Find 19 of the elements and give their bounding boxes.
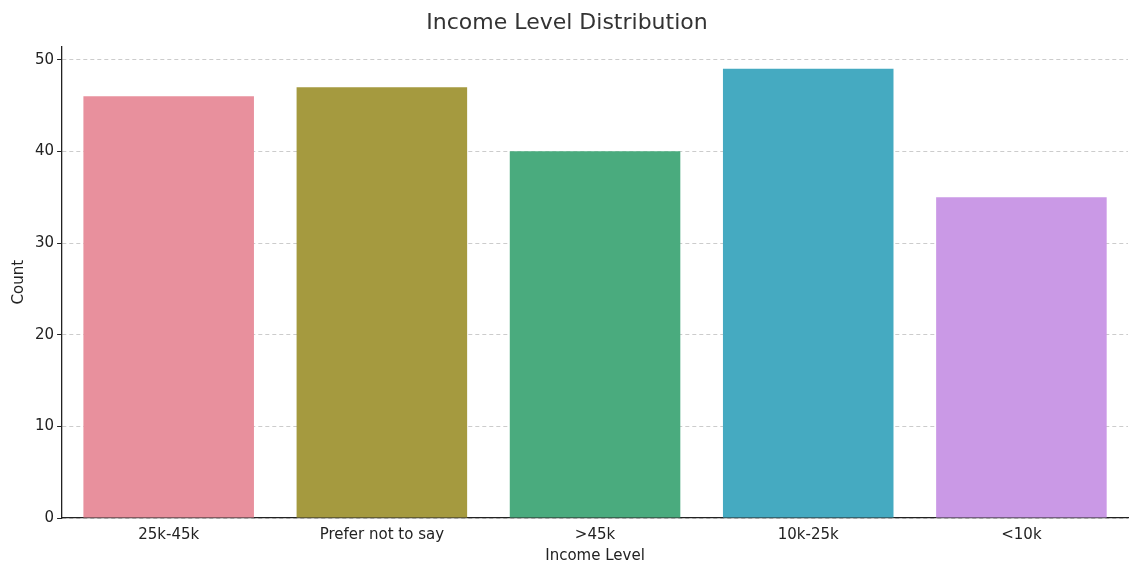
y-tick-label: 0 — [44, 507, 55, 526]
y-axis-title: Count — [8, 259, 27, 305]
y-tick-label: 10 — [34, 416, 55, 435]
y-tick-label: 50 — [34, 49, 55, 68]
bar — [296, 87, 468, 518]
y-tick-label: 20 — [34, 324, 55, 343]
chart-title: Income Level Distribution — [426, 8, 708, 34]
y-tick-label: 40 — [34, 141, 55, 160]
bar — [509, 151, 681, 518]
y-tick-label: 30 — [34, 232, 55, 251]
bar — [83, 96, 254, 518]
x-axis-title: Income Level — [545, 545, 645, 564]
bar — [936, 197, 1107, 518]
x-tick-label: 25k-45k — [138, 524, 200, 543]
x-tick-label: <10k — [1001, 524, 1042, 543]
x-tick-label: >45k — [574, 524, 616, 543]
x-tick-label: Prefer not to say — [319, 524, 445, 543]
x-tick-label: 10k-25k — [777, 524, 840, 543]
bar — [722, 68, 894, 518]
